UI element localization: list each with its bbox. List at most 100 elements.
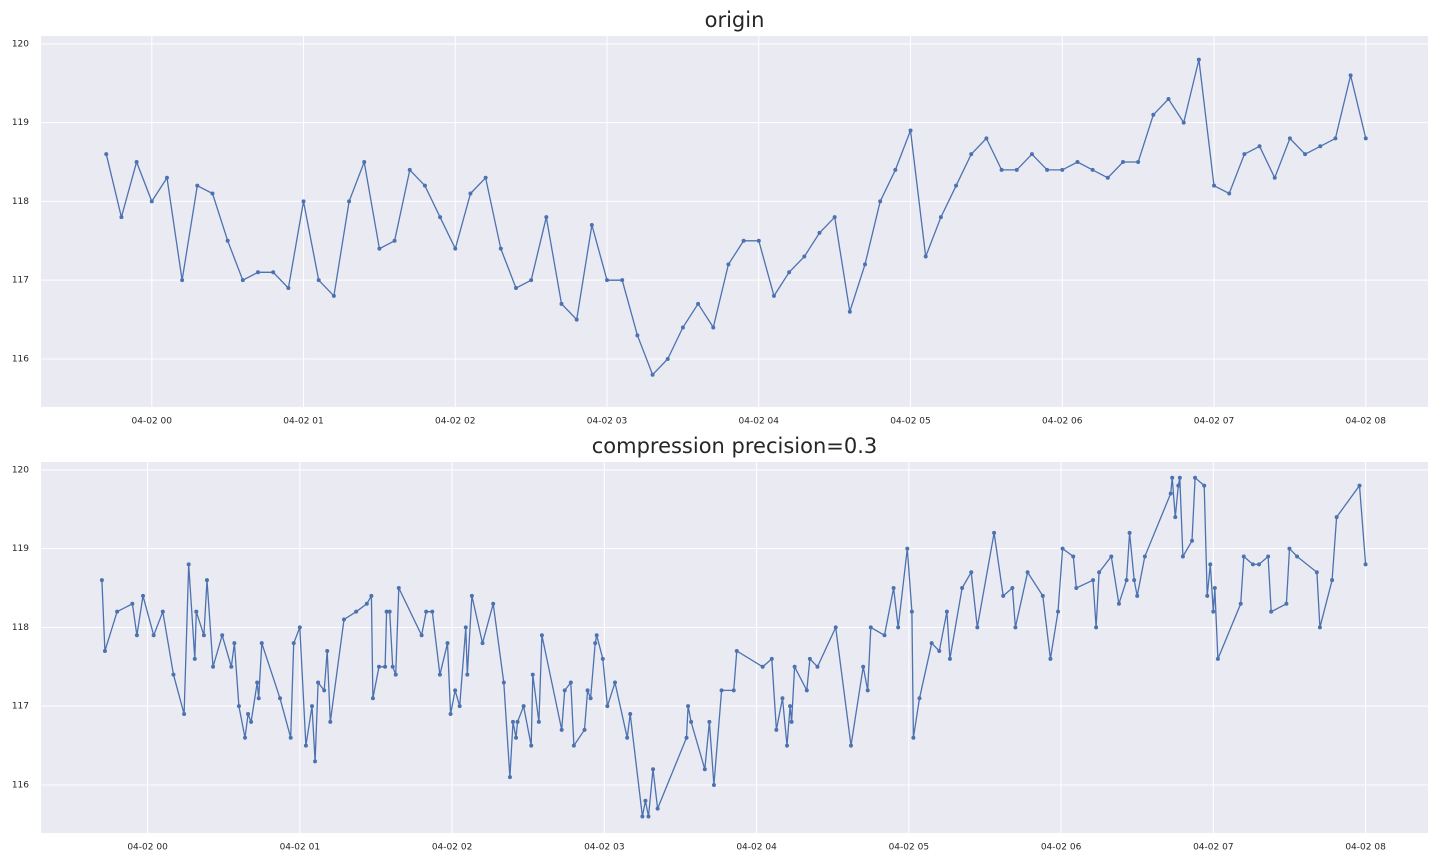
data-point [1269, 609, 1274, 614]
data-point [689, 719, 694, 724]
data-point [923, 254, 928, 259]
data-point [1097, 570, 1102, 575]
data-point [182, 712, 187, 717]
data-point [256, 270, 261, 275]
data-point [719, 688, 724, 693]
data-point [243, 735, 248, 740]
x-tick-label: 04-02 06 [1041, 843, 1082, 853]
data-point [969, 152, 974, 157]
data-point [1176, 483, 1181, 488]
data-point [863, 262, 868, 267]
data-point [1120, 160, 1125, 165]
x-tick-label: 04-02 05 [890, 417, 930, 427]
data-point [893, 167, 898, 172]
data-point [104, 152, 109, 157]
data-point [390, 664, 395, 669]
data-point [291, 641, 296, 646]
data-point [1193, 475, 1198, 480]
data-point [817, 230, 822, 235]
data-point [393, 672, 398, 677]
data-point [514, 735, 519, 740]
data-point [868, 625, 873, 630]
data-point [249, 719, 254, 724]
data-point [1040, 593, 1045, 598]
data-point [1014, 167, 1019, 172]
data-point [1045, 167, 1050, 172]
plot-area [41, 36, 1428, 407]
data-point [347, 199, 352, 204]
data-point [370, 696, 375, 701]
data-point [769, 656, 774, 661]
data-point [1013, 625, 1018, 630]
data-point [771, 293, 776, 298]
data-point [180, 278, 185, 283]
data-point [286, 286, 291, 291]
data-point [313, 759, 318, 764]
data-point [149, 199, 154, 204]
data-point [256, 696, 261, 701]
x-tick-label: 04-02 06 [1042, 417, 1083, 427]
data-point [731, 688, 736, 693]
data-point [585, 688, 590, 693]
data-point [909, 609, 914, 614]
data-point [236, 704, 241, 709]
y-tick-label: 119 [12, 544, 29, 554]
data-point [288, 735, 293, 740]
data-point [1025, 570, 1030, 575]
data-point [1363, 562, 1368, 567]
data-point [424, 609, 429, 614]
data-point [1071, 554, 1076, 559]
data-point [760, 664, 765, 669]
data-point [1094, 625, 1099, 630]
x-tick-label: 04-02 00 [127, 843, 168, 853]
data-point [1212, 183, 1217, 188]
data-point [1257, 562, 1262, 567]
data-point [521, 704, 526, 709]
data-point [1060, 546, 1065, 551]
data-point [141, 593, 146, 598]
data-point [510, 719, 515, 724]
data-point [119, 215, 124, 220]
data-point [1090, 167, 1095, 172]
data-point [665, 356, 670, 361]
data-point [437, 672, 442, 677]
data-point [711, 782, 716, 787]
data-point [929, 641, 934, 646]
data-point [559, 301, 564, 306]
data-point [702, 767, 707, 772]
data-point [1317, 625, 1322, 630]
data-point [1190, 538, 1195, 543]
data-point [364, 601, 369, 606]
data-point [271, 270, 276, 275]
data-point [430, 609, 435, 614]
data-point [1303, 152, 1308, 157]
data-point [792, 664, 797, 669]
x-tick-label: 04-02 03 [587, 417, 627, 427]
data-point [780, 696, 785, 701]
x-tick-label: 04-02 07 [1194, 417, 1234, 427]
data-point [1074, 586, 1079, 591]
data-point [999, 167, 1004, 172]
data-point [559, 727, 564, 732]
data-point [419, 633, 424, 638]
y-tick-label: 116 [12, 354, 29, 364]
y-tick-label: 117 [12, 702, 29, 712]
data-point [1363, 136, 1368, 141]
data-point [562, 688, 567, 693]
data-point [937, 649, 942, 654]
data-point [164, 175, 169, 180]
data-point [1170, 475, 1175, 480]
data-point [975, 625, 980, 630]
data-point [1211, 609, 1216, 614]
data-point [1318, 144, 1323, 149]
data-point [310, 704, 315, 709]
x-tick-label: 04-02 00 [132, 417, 173, 427]
data-point [1132, 578, 1137, 583]
data-point [186, 562, 191, 567]
data-point [908, 128, 913, 133]
data-point [571, 743, 576, 748]
y-tick-label: 120 [12, 39, 29, 49]
data-point [917, 696, 922, 701]
data-point [195, 183, 200, 188]
data-point [969, 570, 974, 575]
